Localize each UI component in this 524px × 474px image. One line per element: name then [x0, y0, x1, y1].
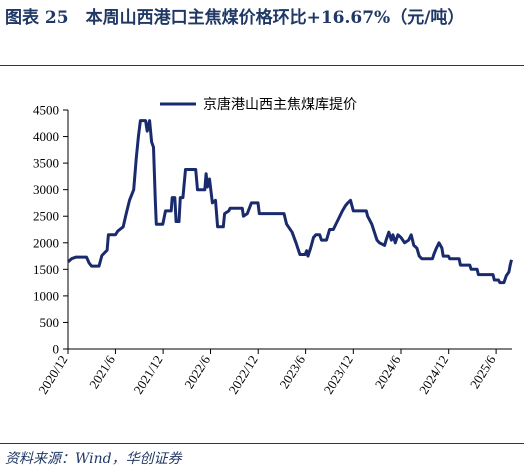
x-tick-label: 2021/6 [86, 352, 118, 391]
y-tick-label: 3000 [33, 182, 59, 197]
x-tick-label: 2024/12 [416, 353, 451, 397]
y-tick-label: 4000 [33, 129, 59, 144]
x-tick-label: 2022/6 [181, 352, 213, 391]
y-tick-label: 0 [53, 342, 60, 357]
y-tick-label: 1000 [33, 288, 59, 303]
x-tick-label: 2025/6 [467, 352, 499, 391]
y-tick-label: 500 [40, 315, 60, 330]
y-tick-label: 2000 [33, 235, 59, 250]
y-tick-label: 3500 [33, 156, 59, 171]
x-tick-label: 2021/12 [130, 353, 165, 397]
source-note: 资料来源：Wind，华创证券 [5, 451, 182, 467]
title-divider [0, 65, 524, 66]
x-tick-label: 2020/12 [35, 353, 70, 397]
x-tick-label: 2023/6 [276, 352, 308, 391]
y-tick-label: 4500 [33, 103, 59, 118]
source-divider [0, 443, 524, 444]
y-tick-label: 1500 [33, 262, 59, 277]
figure-title: 图表 25 本周山西港口主焦煤价格环比+16.67%（元/吨） [5, 8, 465, 28]
y-tick-label: 2500 [33, 209, 59, 224]
legend-label: 京唐港山西主焦煤库提价 [203, 96, 357, 113]
series-line [67, 119, 513, 285]
x-tick-label: 2022/12 [225, 353, 260, 397]
x-tick-label: 2023/12 [321, 353, 356, 397]
x-tick-label: 2024/6 [372, 352, 404, 391]
